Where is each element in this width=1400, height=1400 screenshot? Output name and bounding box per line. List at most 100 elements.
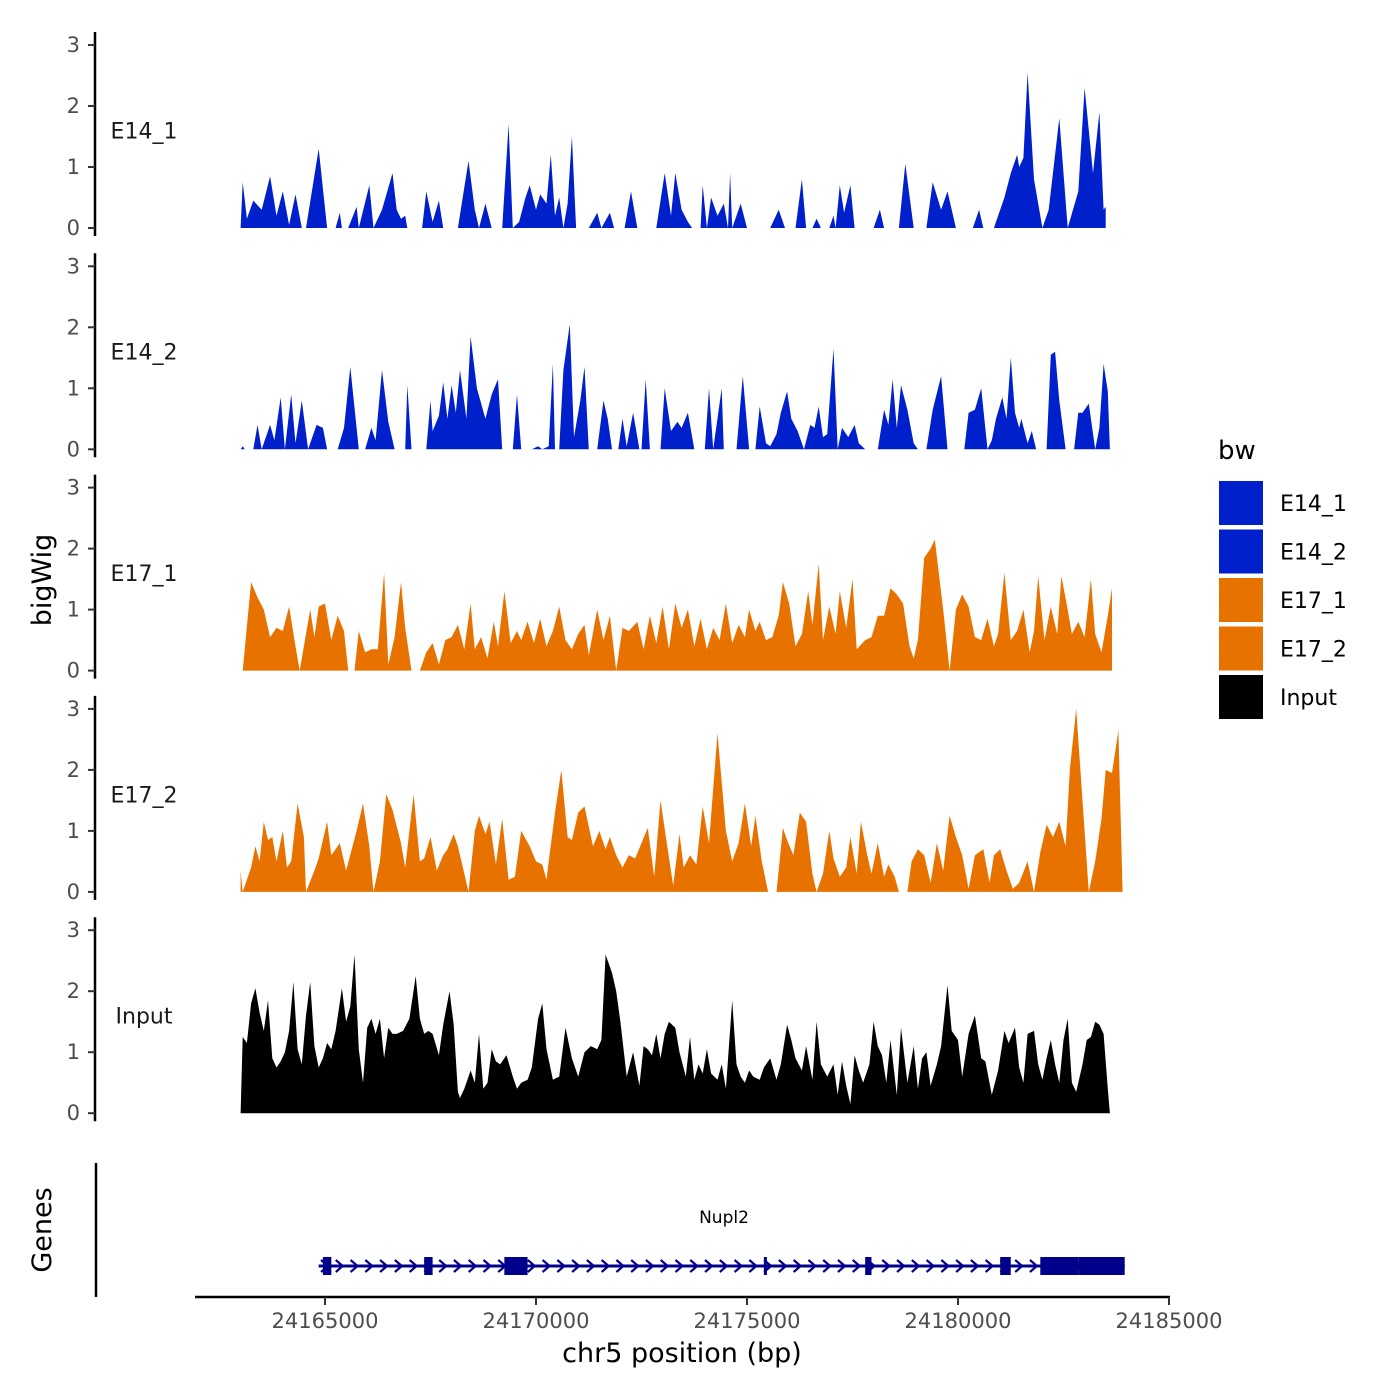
legend-label-Input: Input	[1280, 686, 1337, 711]
legend-swatch-Input	[1219, 675, 1263, 719]
strand-chevron	[822, 1259, 832, 1273]
y-tick-label: 1	[67, 155, 80, 179]
strand-chevron	[527, 1259, 537, 1273]
strand-chevron	[925, 1259, 936, 1273]
strand-chevron	[852, 1259, 862, 1273]
strand-chevron	[1029, 1259, 1039, 1273]
legend-title: bw	[1218, 436, 1256, 466]
strand-chevron	[837, 1259, 847, 1273]
y-axis-title: bigWig	[27, 534, 58, 627]
y-tick-label: 0	[67, 1101, 80, 1125]
y-tick-label: 1	[67, 819, 80, 843]
strand-chevron	[615, 1259, 626, 1273]
gene-track: Nupl2	[318, 1208, 1125, 1275]
strand-chevron	[719, 1259, 729, 1273]
strand-chevron	[689, 1259, 699, 1273]
strand-chevron	[733, 1259, 744, 1273]
x-tick-label: 24175000	[694, 1309, 801, 1333]
track-E17_1: 0 1 2 3 E17_1	[67, 474, 1112, 683]
strand-chevron	[349, 1259, 360, 1273]
strand-chevron	[586, 1259, 596, 1273]
legend-swatch-E14_1	[1219, 481, 1263, 525]
signal-area-E17_1	[242, 539, 1112, 671]
y-tick-label: 0	[67, 437, 80, 461]
strand-chevron	[571, 1259, 581, 1273]
strand-chevron	[955, 1259, 965, 1273]
gene-exon	[322, 1257, 332, 1275]
strand-chevron	[379, 1259, 389, 1273]
y-tick-label: 1	[67, 1040, 80, 1064]
y-tick-label: 2	[67, 979, 80, 1003]
strand-chevron	[748, 1259, 759, 1273]
legend-label-E17_1: E17_1	[1280, 589, 1347, 614]
legend: bw E14_1 E14_2 E17_1 E17_2 Input	[1218, 436, 1347, 719]
strand-chevron	[881, 1259, 891, 1273]
strand-chevron	[364, 1259, 375, 1273]
track-E14_1: 0 1 2 3 E14_1	[67, 32, 1106, 240]
gene-exon	[1078, 1257, 1125, 1275]
track-label-Input: Input	[116, 1005, 173, 1030]
legend-label-E14_1: E14_1	[1280, 492, 1347, 517]
genes-track-title: Genes	[27, 1187, 58, 1272]
legend-label-E17_2: E17_2	[1280, 638, 1347, 663]
strand-chevron	[940, 1259, 951, 1273]
gene-exon	[865, 1257, 872, 1275]
x-tick-label: 24170000	[483, 1309, 590, 1333]
y-tick-label: 2	[67, 758, 80, 782]
signal-area-Input	[240, 954, 1110, 1114]
y-tick-label: 3	[67, 918, 80, 942]
signal-area-E14_1	[240, 72, 1106, 228]
legend-swatch-E17_2	[1219, 626, 1263, 671]
x-axis: 24165000 24170000 24175000 24180000 24185000	[195, 1295, 1223, 1333]
strand-chevron	[778, 1259, 788, 1273]
y-tick-label: 2	[67, 315, 80, 339]
x-tick-label: 24185000	[1116, 1309, 1223, 1333]
strand-chevron	[792, 1259, 803, 1273]
y-tick-label: 3	[67, 33, 80, 57]
y-tick-label: 3	[67, 476, 80, 500]
y-tick-label: 2	[67, 537, 80, 561]
strand-chevron	[970, 1259, 980, 1273]
strand-chevron	[645, 1259, 655, 1273]
gene-exon	[1000, 1257, 1011, 1275]
legend-label-E14_2: E14_2	[1280, 541, 1347, 566]
signal-area-E17_2	[240, 708, 1123, 892]
y-tick-label: 1	[67, 598, 80, 622]
strand-chevron	[541, 1259, 552, 1273]
legend-swatch-E17_1	[1219, 578, 1263, 622]
strand-chevron	[896, 1259, 906, 1273]
y-tick-label: 0	[67, 216, 80, 240]
x-tick-label: 24165000	[272, 1309, 379, 1333]
track-label-E14_2: E14_2	[111, 341, 178, 366]
track-E17_2: 0 1 2 3 E17_2	[67, 695, 1123, 904]
strand-chevron	[984, 1259, 995, 1273]
strand-chevron	[556, 1259, 567, 1273]
track-E14_2: 0 1 2 3 E14_2	[67, 253, 1110, 461]
y-tick-label: 3	[67, 254, 80, 278]
gene-exon	[424, 1257, 433, 1275]
strand-chevron	[1014, 1259, 1024, 1273]
strand-chevron	[659, 1259, 670, 1273]
legend-swatch-E14_2	[1219, 529, 1263, 574]
strand-chevron	[438, 1259, 448, 1273]
strand-chevron	[807, 1259, 818, 1273]
y-tick-label: 0	[67, 659, 80, 683]
strand-chevron	[674, 1259, 685, 1273]
track-label-E14_1: E14_1	[111, 119, 178, 144]
signal-tracks: 0 1 2 3 E14_1 0 1 2 3 E14_2 0 1 2 3 E17_1 0 1 2 3 E17_2 0 1 2 3…	[67, 32, 1123, 1125]
x-tick-label: 24180000	[905, 1309, 1012, 1333]
x-axis-title: chr5 position (bp)	[562, 1338, 802, 1369]
y-tick-label: 1	[67, 376, 80, 400]
strand-chevron	[394, 1259, 404, 1273]
y-tick-label: 0	[67, 880, 80, 904]
strand-chevron	[704, 1259, 714, 1273]
strand-chevron	[467, 1259, 478, 1273]
gene-exon	[763, 1257, 767, 1275]
gene-name-label: Nupl2	[699, 1208, 749, 1228]
strand-chevron	[482, 1259, 493, 1273]
strand-chevron	[408, 1259, 419, 1273]
strand-chevron	[911, 1259, 921, 1273]
track-label-E17_1: E17_1	[111, 562, 178, 587]
track-Input: 0 1 2 3 Input	[67, 917, 1110, 1125]
